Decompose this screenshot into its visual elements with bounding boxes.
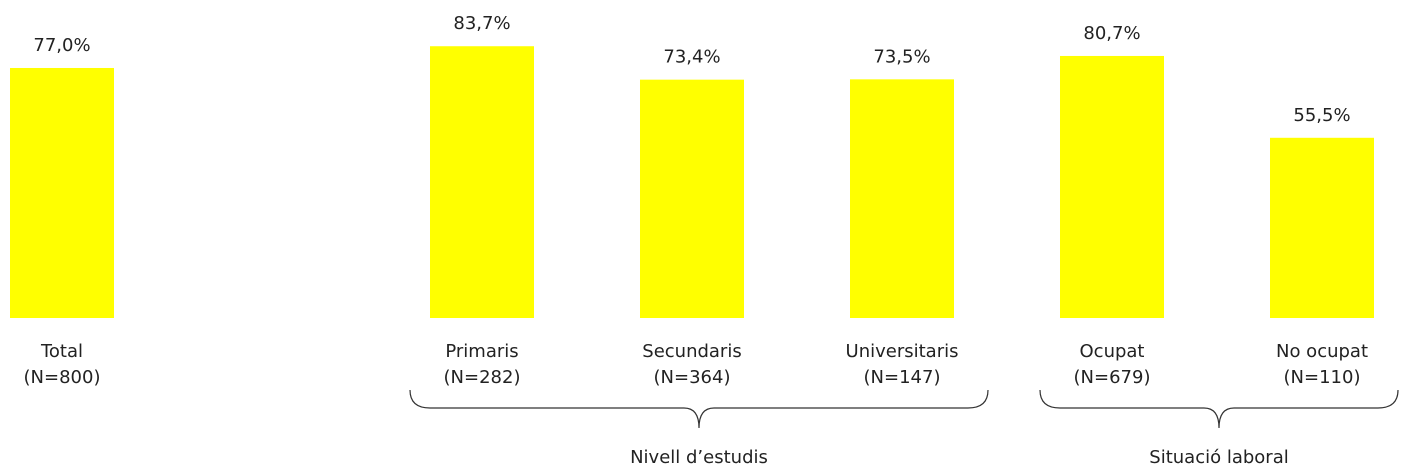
group-label: Situació laboral <box>1149 447 1288 468</box>
sample-size-label: (N=679) <box>1074 367 1151 388</box>
bar <box>1060 55 1164 318</box>
x-tick-label: No ocupat <box>1276 341 1368 362</box>
group-label: Nivell d’estudis <box>630 447 768 468</box>
bar <box>850 79 954 319</box>
bar <box>640 79 744 318</box>
bar <box>430 46 534 318</box>
value-label: 73,4% <box>663 47 720 68</box>
value-label: 77,0% <box>33 35 90 56</box>
bar <box>10 67 114 318</box>
x-tick-label: Universitaris <box>846 341 959 362</box>
group-brace <box>1039 389 1399 429</box>
x-tick-label: Primaris <box>445 341 518 362</box>
value-label: 83,7% <box>453 13 510 34</box>
x-tick-label: Secundaris <box>642 341 741 362</box>
x-tick-label: Total <box>40 341 83 362</box>
value-label: 80,7% <box>1083 23 1140 44</box>
sample-size-label: (N=147) <box>864 367 941 388</box>
sample-size-label: (N=364) <box>654 367 731 388</box>
x-tick-label: Ocupat <box>1080 341 1145 362</box>
sample-size-label: (N=110) <box>1284 367 1361 388</box>
value-label: 73,5% <box>873 46 930 67</box>
bar <box>1270 137 1374 318</box>
sample-size-label: (N=800) <box>24 367 101 388</box>
group-brace <box>409 389 989 429</box>
sample-size-label: (N=282) <box>444 367 521 388</box>
value-label: 55,5% <box>1293 105 1350 126</box>
